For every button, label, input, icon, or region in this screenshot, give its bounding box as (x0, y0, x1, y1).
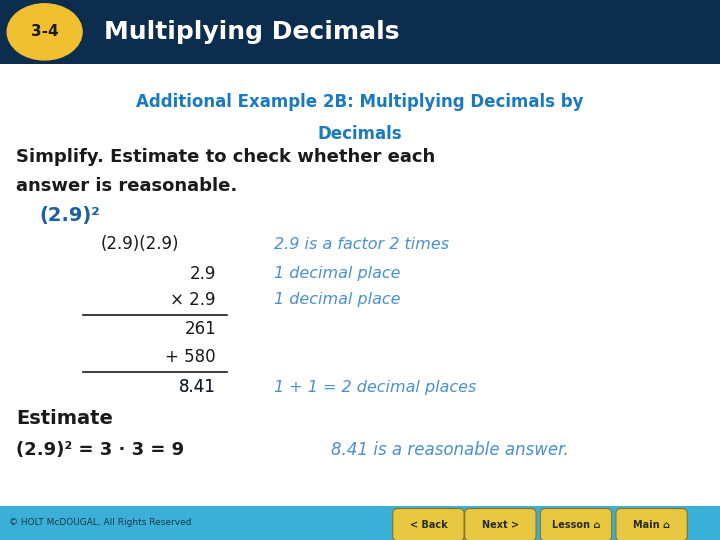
Text: 1 decimal place: 1 decimal place (274, 292, 400, 307)
Circle shape (7, 4, 82, 60)
Text: 3-4: 3-4 (31, 24, 58, 39)
Text: (2.9)² = 3 · 3 = 9: (2.9)² = 3 · 3 = 9 (16, 441, 184, 459)
Text: © HOLT McDOUGAL, All Rights Reserved: © HOLT McDOUGAL, All Rights Reserved (9, 518, 191, 528)
Text: (2.9)(2.9): (2.9)(2.9) (101, 235, 179, 253)
Text: Multiplying Decimals: Multiplying Decimals (104, 20, 400, 44)
Text: 2.9: 2.9 (189, 265, 216, 283)
Text: Lesson ⌂: Lesson ⌂ (552, 519, 600, 530)
Text: (2.9)²: (2.9)² (40, 206, 100, 226)
Text: 8.41: 8.41 (179, 378, 216, 396)
Text: + 580: + 580 (166, 348, 216, 367)
Text: Simplify. Estimate to check whether each: Simplify. Estimate to check whether each (16, 147, 435, 166)
Text: 8.41 is a reasonable answer.: 8.41 is a reasonable answer. (331, 441, 569, 459)
Text: Main ⌂: Main ⌂ (633, 519, 670, 530)
FancyBboxPatch shape (465, 509, 536, 540)
Text: 2.9 is a factor 2 times: 2.9 is a factor 2 times (274, 237, 449, 252)
FancyBboxPatch shape (0, 506, 720, 540)
FancyBboxPatch shape (540, 509, 612, 540)
Text: Estimate: Estimate (16, 409, 113, 428)
FancyBboxPatch shape (393, 509, 464, 540)
Text: Next >: Next > (482, 519, 519, 530)
Text: answer is reasonable.: answer is reasonable. (16, 177, 237, 195)
Text: 1 decimal place: 1 decimal place (274, 266, 400, 281)
Text: < Back: < Back (410, 519, 447, 530)
Text: × 2.9: × 2.9 (171, 291, 216, 309)
Text: 261: 261 (184, 320, 216, 339)
FancyBboxPatch shape (0, 0, 720, 64)
Text: 1 + 1 = 2 decimal places: 1 + 1 = 2 decimal places (274, 380, 476, 395)
FancyBboxPatch shape (616, 509, 687, 540)
Text: 8.41: 8.41 (179, 378, 216, 396)
Text: Additional Example 2B: Multiplying Decimals by: Additional Example 2B: Multiplying Decim… (136, 92, 584, 111)
Text: Decimals: Decimals (318, 125, 402, 143)
